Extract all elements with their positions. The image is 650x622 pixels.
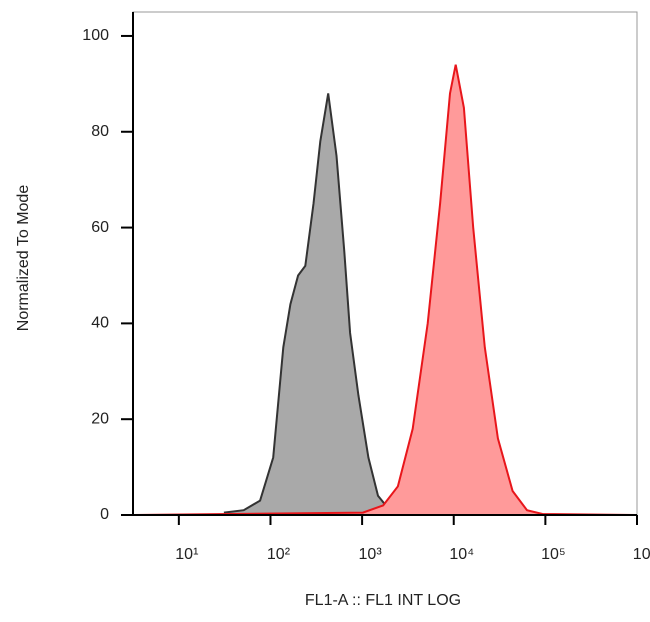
- y-tick-label: 0: [100, 506, 109, 523]
- x-tick-label: 10⁴: [449, 546, 474, 563]
- plot-frame: [132, 11, 638, 516]
- histogram-line: [223, 93, 404, 515]
- y-axis-label: Normalized To Mode: [15, 185, 32, 332]
- x-axis-label: FL1-A :: FL1 INT LOG: [305, 592, 461, 609]
- x-tick-label: 10²: [267, 546, 291, 563]
- y-tick-label: 80: [91, 123, 109, 140]
- x-tick-label: 10⁶: [633, 546, 650, 563]
- histogram-line: [133, 64, 638, 516]
- x-tick-label: 10¹: [175, 546, 198, 563]
- y-tick-label: 100: [82, 27, 109, 44]
- area: [223, 93, 404, 516]
- y-tick-label: 60: [91, 219, 109, 236]
- y-tick-label: 40: [91, 315, 109, 332]
- area: [133, 64, 637, 515]
- x-tick-label: 10⁵: [541, 546, 565, 563]
- x-tick-label: 10³: [359, 546, 383, 563]
- y-tick-label: 20: [91, 410, 109, 427]
